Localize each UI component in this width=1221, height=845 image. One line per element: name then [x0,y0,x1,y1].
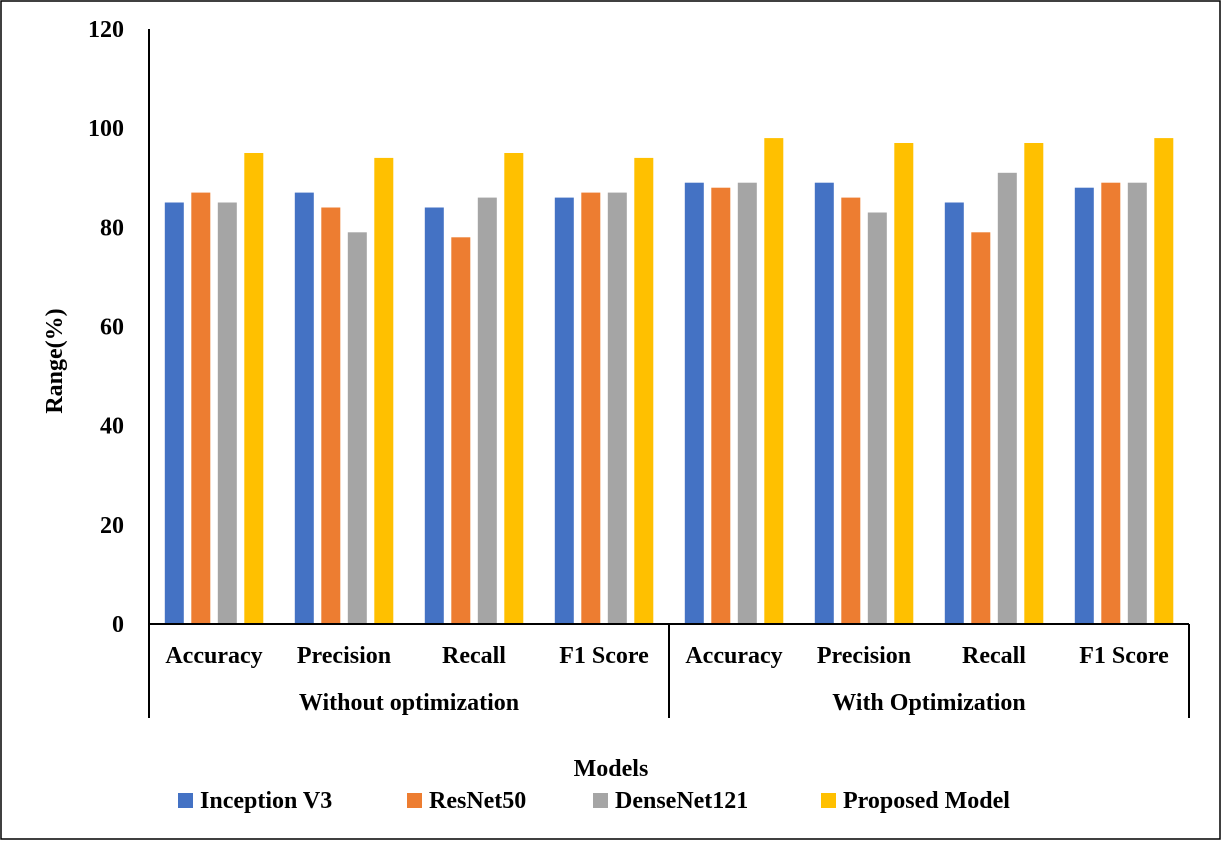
legend-label: DenseNet121 [615,788,748,814]
bar [374,157,394,624]
bar [841,197,861,624]
y-tick-label: 0 [112,612,124,638]
legend-swatch [821,793,836,808]
bar [1127,182,1147,624]
y-tick-label: 100 [88,116,124,142]
bar [451,237,471,625]
bar [477,197,497,624]
bar [867,212,887,624]
group-label: Without optimization [299,690,519,716]
x-tick-label: Recall [442,643,506,669]
x-tick-label: Accuracy [685,643,782,669]
x-axis-title: Models [574,756,649,782]
bar [711,187,731,624]
bar [1074,187,1094,624]
legend-swatch [593,793,608,808]
y-tick-label: 80 [100,215,124,241]
bar [294,192,314,624]
bar [814,182,834,624]
y-tick-label: 20 [100,513,124,539]
bar [164,202,184,624]
bar [634,157,654,624]
x-tick-label: F1 Score [559,643,649,669]
bar [894,143,914,624]
bars [164,138,1174,625]
bar [1154,138,1174,624]
legend-swatch [178,793,193,808]
bar [424,207,444,624]
bar [1101,182,1121,624]
x-axis: Without optimization With Optimization Acc… [148,623,1190,718]
y-tick-label: 40 [100,414,124,440]
bar [997,172,1017,625]
y-axis: 0 20 40 60 80 100 120 [88,17,150,638]
legend-swatch [407,793,422,808]
bar [684,182,704,624]
bar [504,153,524,624]
legend-label: Inception V3 [200,788,332,814]
bar [1024,143,1044,624]
legend: Inception V3 ResNet50 DenseNet121 Proposed … [178,788,1010,814]
bar [321,207,341,624]
x-tick-label: Precision [297,643,391,669]
x-tick-label: Recall [962,643,1026,669]
bar [244,153,264,624]
legend-label: Proposed Model [843,788,1010,814]
bar [217,202,237,624]
bar [191,192,211,624]
bar [581,192,601,624]
y-tick-label: 120 [88,17,124,43]
x-tick-label: Accuracy [165,643,262,669]
y-tick-label: 60 [100,315,124,341]
bar [944,202,964,624]
y-axis-title: Range(%) [42,308,68,413]
bar [554,197,574,624]
bar [737,182,757,624]
bar [764,138,784,624]
bar [607,192,627,624]
bar [347,232,367,625]
bar [971,232,991,625]
legend-label: ResNet50 [429,788,526,814]
x-tick-label: F1 Score [1079,643,1169,669]
x-tick-label: Precision [817,643,911,669]
group-label: With Optimization [832,690,1026,716]
